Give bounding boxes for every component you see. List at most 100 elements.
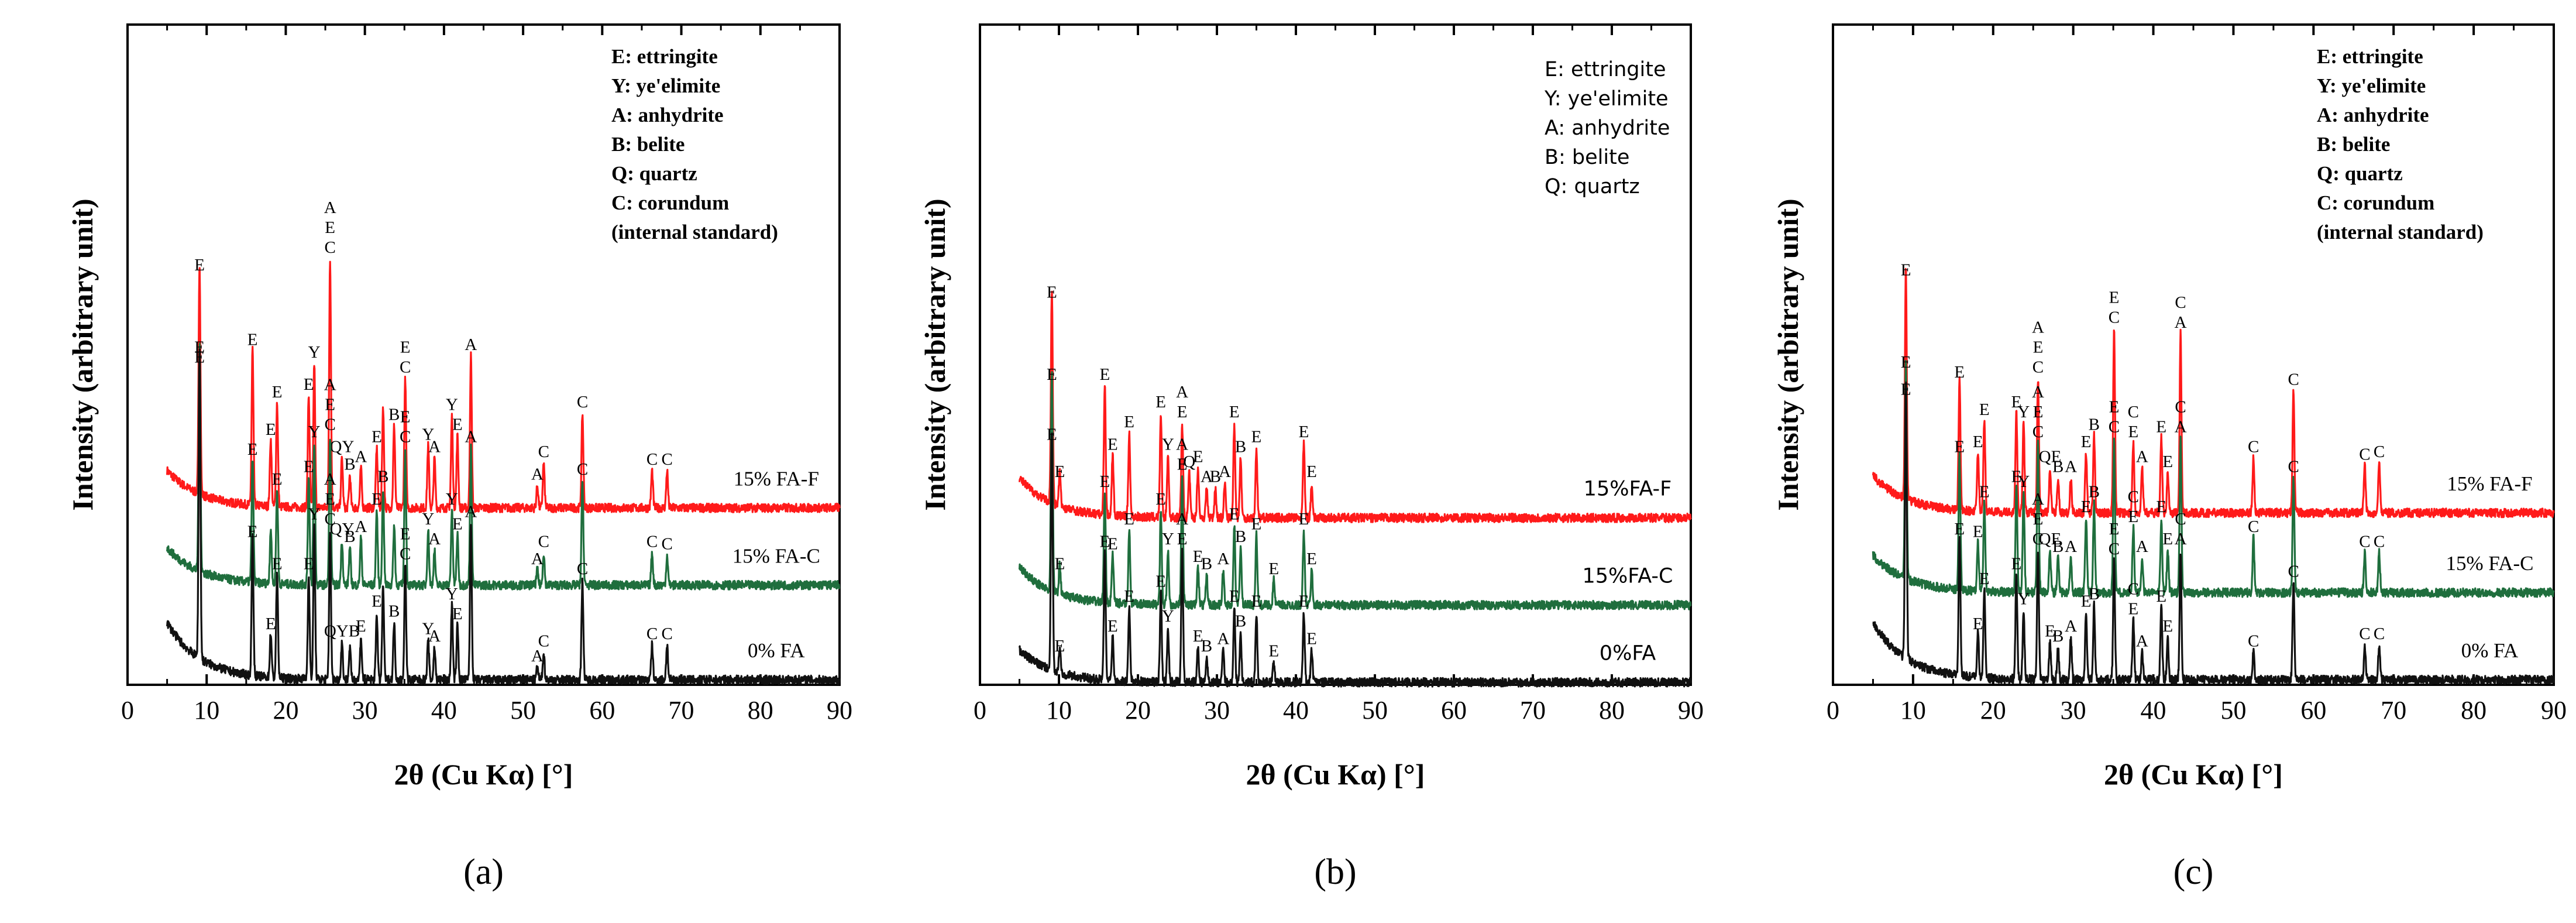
peak-annotation: C	[2359, 532, 2370, 551]
peak-annotation: E	[2162, 617, 2173, 636]
peak-annotation: E	[1054, 637, 1065, 656]
peak-annotation: A	[465, 502, 477, 521]
legend-entry: E: ettringite	[2317, 45, 2423, 68]
peak-annotation: E	[1954, 520, 1965, 538]
peak-annotation: B	[388, 405, 400, 424]
peak-annotation: C	[662, 450, 673, 469]
peak-annotation: C	[2248, 517, 2259, 536]
x-tick-label: 30	[2061, 696, 2086, 725]
peak-annotation: E	[1099, 472, 1110, 491]
peak-annotation: A	[1201, 468, 1213, 486]
peak-annotation: B	[377, 468, 388, 486]
peak-annotation: A	[355, 448, 367, 466]
x-tick-label: 80	[1599, 696, 1625, 725]
series-label: 15% FA-C	[2446, 552, 2533, 575]
x-tick-label: 70	[1520, 696, 1546, 725]
peak-annotation: E	[1954, 438, 1965, 457]
peak-annotation: B	[388, 602, 400, 621]
xrd-panel-c: 0 10 20 30 40 50 60 70 80 90 2θ (Cu Kα) [°] Intensi…	[1772, 23, 2567, 892]
peak-annotation: E	[2081, 497, 2092, 516]
peak-annotation: E	[1054, 555, 1065, 574]
peak-annotation: E	[1901, 380, 1911, 399]
peak-annotation: E	[1054, 462, 1065, 481]
peak-annotation: E	[1979, 569, 1990, 588]
xrd-panel-a: 0 10 20 30 40 50 60 70 80 90 2θ (Cu Kα) [°] Intensi…	[66, 23, 852, 892]
x-tick-label: 30	[352, 696, 378, 725]
peak-annotation: E	[194, 348, 205, 366]
x-tick-label: 30	[1204, 696, 1230, 725]
peak-annotation: E	[1193, 547, 1203, 566]
peak-annotation: Y	[422, 619, 434, 638]
peak-annotation: B	[1201, 555, 1212, 574]
x-tick-label: 20	[1980, 696, 2006, 725]
peak-annotation: B	[344, 527, 355, 546]
series-label: 0% FA	[748, 639, 805, 662]
peak-annotation: C	[538, 532, 549, 551]
series-label: 0%FA	[1600, 641, 1656, 665]
peak-annotation: C	[2288, 370, 2299, 389]
peak-annotation: E	[1299, 592, 1309, 611]
peak-annotation: C	[2374, 532, 2385, 551]
x-tick-label: 60	[1441, 696, 1467, 725]
x-tick-label: 50	[1362, 696, 1388, 725]
peak-annotation: A	[428, 627, 441, 646]
legend-entry: A: anhydrite	[2317, 104, 2429, 126]
x-tick-label: 0	[1827, 696, 1839, 725]
x-tick-label: 10	[1900, 696, 1926, 725]
peak-annotation: E	[1229, 403, 1240, 421]
peak-annotation: E	[194, 338, 205, 356]
peak-annotation: E	[2011, 468, 2022, 486]
peak-annotation: A	[2136, 448, 2148, 466]
peak-annotation: E	[1268, 560, 1279, 578]
peak-annotation: Y	[2017, 403, 2030, 421]
peak-annotation: E	[1229, 587, 1240, 606]
legend-entry: C: corundum	[611, 191, 729, 214]
peak-annotation: E	[1193, 448, 1203, 466]
y-axis-title: Intensity (arbitrary unit)	[1772, 198, 1804, 510]
peak-annotation: E	[304, 458, 314, 476]
peak-annotation: Y	[308, 343, 321, 362]
peak-annotation: C	[2248, 632, 2259, 651]
peak-annotation: Y	[2017, 589, 2030, 608]
peak-annotation: E	[272, 470, 283, 489]
peak-annotation: C	[2288, 458, 2299, 476]
peak-annotation: B	[2052, 458, 2063, 476]
legend-entry: Y: ye'elimite	[2317, 74, 2426, 97]
peak-annotation: E	[1251, 592, 1262, 611]
peak-annotation: E	[1155, 393, 1166, 411]
peak-annotation: E	[304, 555, 314, 574]
x-tick-label: 20	[273, 696, 298, 725]
peak-annotation: Y	[308, 505, 321, 524]
peak-annotation: E	[1155, 490, 1166, 509]
diffraction-pattern-line	[1872, 267, 2555, 519]
peak-annotation: E	[2162, 530, 2173, 548]
peak-annotation: E	[2156, 497, 2166, 516]
peak-annotation: E	[2081, 592, 2092, 611]
x-tick-label: 0	[121, 696, 134, 725]
legend-entry: Y: ye'elimite	[611, 74, 720, 97]
x-tick-label: 10	[1046, 696, 1072, 725]
peak-annotation: A	[1217, 550, 1229, 568]
legend-entry: B: belite	[1545, 146, 1629, 169]
peak-annotation: Y	[1162, 530, 1174, 548]
peak-annotation: Y	[2017, 472, 2030, 491]
diffraction-pattern-line	[1872, 359, 2555, 598]
legend-entry: Q: quartz	[611, 162, 697, 185]
peak-annotation: C	[2359, 625, 2370, 643]
legend-entry: A: anhydrite	[611, 104, 724, 126]
legend-entry: E: ettringite	[1545, 58, 1666, 81]
peak-annotation: A	[531, 647, 544, 665]
peak-annotation: QE	[2039, 530, 2062, 548]
peak-annotation: C	[538, 442, 549, 461]
peak-annotation: A	[1219, 462, 1231, 481]
peak-annotation: E	[1251, 428, 1262, 447]
peak-annotation: A	[2136, 537, 2148, 556]
